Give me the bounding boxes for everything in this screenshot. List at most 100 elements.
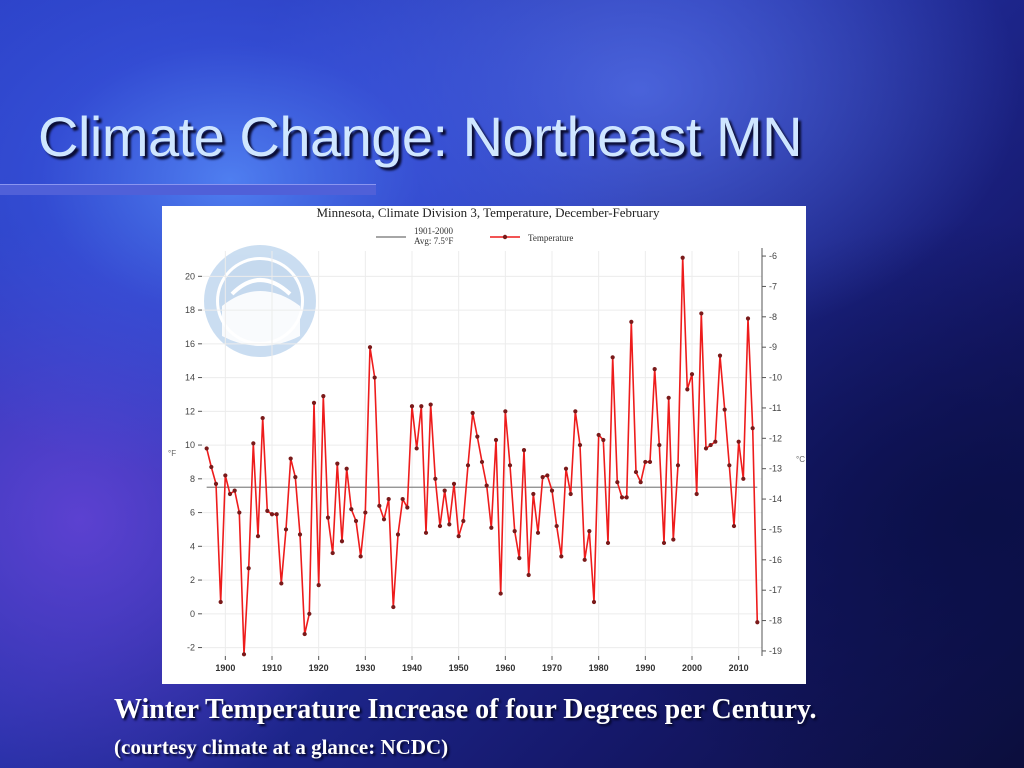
data-point [353, 518, 359, 524]
data-point [349, 507, 354, 512]
data-point [531, 491, 536, 497]
data-point [316, 583, 321, 588]
y-tick-label: 16 [185, 339, 195, 349]
right-tick-label: -10 [769, 373, 782, 383]
data-point [745, 316, 751, 321]
data-point [708, 442, 713, 448]
data-point [213, 481, 219, 486]
y-tick-label: 18 [185, 305, 195, 315]
data-point [479, 459, 485, 465]
y-tick-label: 6 [190, 508, 195, 518]
data-point [591, 599, 597, 605]
data-point [400, 496, 405, 502]
title-underline-bar [0, 184, 376, 195]
data-point [647, 459, 653, 465]
x-tick-label: 1920 [309, 663, 329, 673]
left-y-axis-ticks: -2 0 2 4 6 8 10 12 14 16 18 20 [185, 271, 202, 653]
x-tick-label: 2010 [729, 663, 749, 673]
data-point [293, 475, 298, 480]
data-point [344, 466, 349, 471]
right-tick-label: -16 [769, 555, 782, 565]
data-point [750, 426, 755, 431]
data-point [409, 404, 415, 409]
data-point [605, 540, 611, 546]
data-point [321, 394, 326, 399]
data-point [507, 463, 513, 468]
data-point [610, 355, 615, 360]
x-tick-label: 1970 [542, 663, 562, 673]
right-tick-label: -8 [769, 312, 777, 322]
data-point [535, 530, 541, 535]
data-point [339, 539, 345, 544]
x-axis-ticks: 1900 1910 1920 1930 1940 1950 1960 1970 1980 1990… [215, 656, 749, 673]
right-tick-label: -13 [769, 464, 782, 474]
data-point [568, 491, 573, 497]
data-point [465, 463, 471, 468]
x-tick-label: 1930 [355, 663, 375, 673]
right-tick-label: -15 [769, 524, 782, 534]
right-tick-label: -9 [769, 342, 777, 352]
right-tick-label: -7 [769, 281, 777, 291]
data-point [447, 522, 452, 527]
data-point [573, 409, 578, 414]
data-point [526, 572, 531, 578]
right-tick-label: -18 [769, 616, 782, 626]
data-point [680, 255, 685, 260]
data-point [521, 448, 527, 453]
gridlines [202, 251, 762, 656]
legend-average-label-line1: 1901-2000 [414, 226, 453, 236]
x-tick-label: 2000 [682, 663, 702, 673]
right-y-axis-ticks: -6 -7 -8 -9 -10 -11 -12 -13 -14 -15 -16 -17 -18 -19 [761, 248, 782, 656]
data-point [638, 480, 643, 485]
slide-title: Climate Change: Northeast MN [38, 105, 803, 168]
data-point [237, 510, 242, 515]
data-point [381, 517, 387, 522]
data-point [260, 415, 265, 421]
data-point [587, 529, 592, 534]
slide-subcaption: (courtesy climate at a glance: NCDC) [114, 735, 449, 759]
data-point [713, 439, 718, 444]
data-point [545, 473, 550, 478]
data-point [302, 631, 307, 637]
data-point [279, 581, 284, 586]
data-point [731, 523, 737, 529]
noaa-watermark-logo [204, 245, 316, 357]
data-point [727, 463, 732, 468]
y-tick-label: 14 [185, 373, 195, 383]
data-point [437, 523, 443, 529]
data-point [549, 488, 555, 493]
data-point [325, 515, 331, 520]
right-axis-unit-label: °C [796, 455, 805, 464]
data-point [433, 476, 438, 481]
data-point [274, 512, 279, 517]
data-point [283, 527, 289, 532]
right-tick-label: -19 [769, 646, 782, 656]
y-tick-label: 2 [190, 575, 195, 585]
x-tick-label: 1990 [635, 663, 655, 673]
data-point [442, 488, 447, 493]
data-point [358, 554, 363, 559]
data-point [741, 476, 746, 481]
data-point [596, 432, 601, 438]
chart-panel: Minnesota, Climate Division 3, Temperatu… [162, 206, 806, 684]
data-point [377, 503, 382, 508]
data-point [405, 505, 410, 510]
data-point [512, 529, 517, 534]
x-tick-label: 1910 [262, 663, 282, 673]
data-point [722, 407, 727, 412]
temperature-series [204, 255, 760, 657]
data-point [386, 496, 391, 502]
data-point [232, 488, 237, 493]
data-point [694, 491, 699, 497]
data-point [498, 591, 503, 596]
data-point [717, 353, 723, 358]
legend-average-label-line2: Avg: 7.5°F [414, 236, 453, 246]
data-point [363, 510, 368, 515]
data-point [489, 525, 494, 530]
data-point [484, 483, 489, 488]
data-point [666, 395, 671, 400]
data-point [372, 375, 377, 380]
data-point [517, 556, 522, 561]
data-point [218, 599, 223, 605]
y-tick-label: -2 [187, 643, 195, 653]
